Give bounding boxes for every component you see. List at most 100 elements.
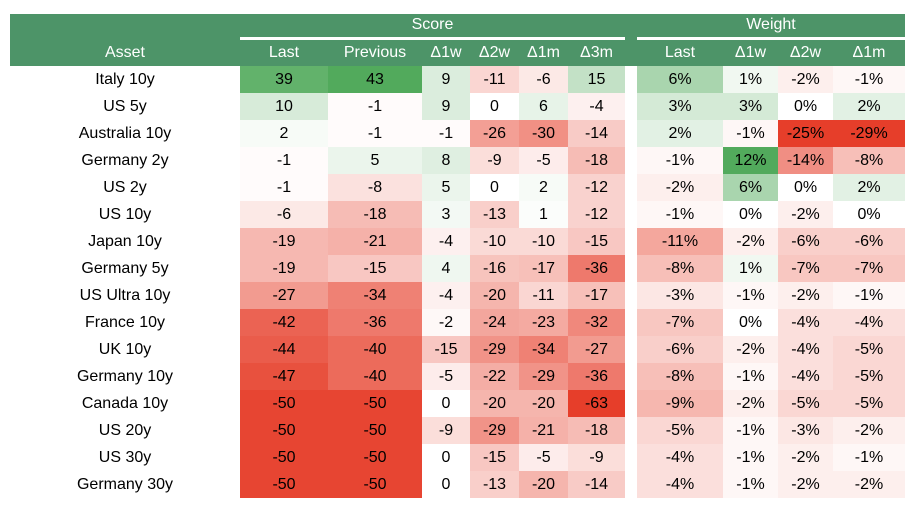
score-cell: -42	[240, 309, 328, 336]
score-cell: -40	[328, 336, 422, 363]
column-header-row: Asset Last Previous Δ1w Δ2w Δ1m Δ3m Last…	[10, 40, 905, 66]
score-cell: 1	[519, 201, 568, 228]
score-cell: -21	[519, 417, 568, 444]
score-cell: 0	[422, 471, 470, 498]
asset-score-weight-table: Score Weight Asset Last Previous Δ1w Δ2w…	[10, 14, 905, 498]
score-cell: -16	[470, 255, 519, 282]
section-gap	[625, 66, 637, 93]
section-gap	[625, 201, 637, 228]
weight-cell: -4%	[778, 336, 833, 363]
asset-name: US Ultra 10y	[10, 282, 240, 309]
score-cell: -4	[422, 228, 470, 255]
score-cell: -50	[240, 390, 328, 417]
score-col-d2w: Δ2w	[478, 44, 511, 61]
weight-cell: -2%	[637, 174, 723, 201]
score-cell: -50	[240, 471, 328, 498]
section-header-row: Score Weight	[10, 14, 905, 40]
weight-cell: -4%	[778, 363, 833, 390]
table-row: Germany 10y -47 -40 -5 -22 -29 -36 -8% -1% -4% -5%	[10, 363, 905, 390]
score-cell: -12	[568, 201, 625, 228]
asset-name: Australia 10y	[10, 120, 240, 147]
score-cell: 0	[422, 390, 470, 417]
score-cell: 9	[422, 93, 470, 120]
weight-col-d1m: Δ1m	[852, 44, 886, 61]
table-row: Germany 5y -19 -15 4 -16 -17 -36 -8% 1% -7% -7%	[10, 255, 905, 282]
weight-cell: -9%	[637, 390, 723, 417]
weight-cell: -8%	[833, 147, 905, 174]
score-cell: -29	[470, 417, 519, 444]
score-cell: -20	[519, 390, 568, 417]
weight-cell: -1%	[833, 282, 905, 309]
section-gap	[625, 336, 637, 363]
score-cell: -14	[568, 471, 625, 498]
score-cell: -8	[328, 174, 422, 201]
score-cell: -29	[470, 336, 519, 363]
table-row: UK 10y -44 -40 -15 -29 -34 -27 -6% -2% -4% -5%	[10, 336, 905, 363]
score-cell: -1	[240, 174, 328, 201]
weight-cell: -1%	[723, 120, 778, 147]
section-gap	[625, 417, 637, 444]
weight-cell: -4%	[637, 471, 723, 498]
score-cell: -15	[422, 336, 470, 363]
score-cell: -5	[519, 147, 568, 174]
asset-column-header: Asset	[104, 44, 145, 61]
score-cell: -9	[470, 147, 519, 174]
asset-name: Germany 5y	[10, 255, 240, 282]
weight-col-last: Last	[664, 44, 696, 61]
weight-cell: 2%	[637, 120, 723, 147]
score-cell: -50	[240, 417, 328, 444]
score-cell: -17	[519, 255, 568, 282]
weight-cell: 0%	[833, 201, 905, 228]
score-cell: -47	[240, 363, 328, 390]
score-cell: -20	[470, 282, 519, 309]
score-cell: -29	[519, 363, 568, 390]
weight-cell: 2%	[833, 93, 905, 120]
score-cell: -18	[568, 417, 625, 444]
score-cell: -9	[422, 417, 470, 444]
asset-name: US 2y	[10, 174, 240, 201]
asset-name: Italy 10y	[10, 66, 240, 93]
weight-section-header: Weight	[637, 14, 905, 40]
weight-cell: -6%	[637, 336, 723, 363]
weight-cell: 3%	[723, 93, 778, 120]
weight-cell: -25%	[778, 120, 833, 147]
section-gap	[625, 228, 637, 255]
section-gap	[625, 174, 637, 201]
weight-cell: -1%	[833, 444, 905, 471]
table-row: Australia 10y 2 -1 -1 -26 -30 -14 2% -1% -25% -29%	[10, 120, 905, 147]
score-col-d1m: Δ1m	[527, 44, 560, 61]
score-cell: -18	[328, 201, 422, 228]
score-cell: -36	[568, 363, 625, 390]
score-cell: 10	[240, 93, 328, 120]
score-cell: -11	[470, 66, 519, 93]
weight-cell: 0%	[723, 201, 778, 228]
weight-cell: -2%	[723, 336, 778, 363]
score-col-previous: Previous	[343, 44, 407, 61]
table-row: Canada 10y -50 -50 0 -20 -20 -63 -9% -2% -5% -5%	[10, 390, 905, 417]
score-cell: -12	[568, 174, 625, 201]
score-cell: -10	[519, 228, 568, 255]
score-cell: -50	[328, 471, 422, 498]
section-gap	[625, 444, 637, 471]
table-row: US 20y -50 -50 -9 -29 -21 -18 -5% -1% -3% -2%	[10, 417, 905, 444]
weight-cell: -2%	[778, 201, 833, 228]
weight-cell: -2%	[723, 390, 778, 417]
score-cell: -34	[328, 282, 422, 309]
table-row: US 10y -6 -18 3 -13 1 -12 -1% 0% -2% 0%	[10, 201, 905, 228]
score-cell: 8	[422, 147, 470, 174]
asset-header-spacer	[10, 14, 240, 40]
weight-cell: -6%	[833, 228, 905, 255]
score-cell: -36	[328, 309, 422, 336]
score-cell: -5	[422, 363, 470, 390]
score-cell: -6	[519, 66, 568, 93]
weight-cell: -5%	[833, 336, 905, 363]
weight-cell: -7%	[833, 255, 905, 282]
score-cell: -1	[328, 120, 422, 147]
weight-col-d1w: Δ1w	[734, 44, 767, 61]
table-row: France 10y -42 -36 -2 -24 -23 -32 -7% 0% -4% -4%	[10, 309, 905, 336]
score-cell: -14	[568, 120, 625, 147]
weight-cell: 6%	[637, 66, 723, 93]
weight-cell: -11%	[637, 228, 723, 255]
asset-name: Japan 10y	[10, 228, 240, 255]
score-cell: -27	[568, 336, 625, 363]
